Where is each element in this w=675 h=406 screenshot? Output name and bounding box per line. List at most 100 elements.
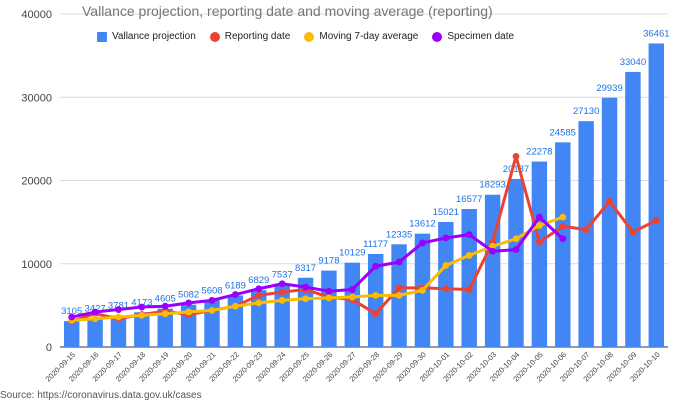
y-tick-label: 30000 (21, 92, 52, 104)
series-point (161, 302, 169, 310)
series-point (629, 228, 637, 236)
series-point (161, 310, 169, 318)
y-tick-label: 10000 (21, 259, 52, 271)
bar-data-label: 16577 (456, 194, 482, 205)
bar-data-label: 13612 (409, 219, 435, 230)
legend-item: Vallance projection (97, 31, 196, 42)
series-point (278, 288, 286, 296)
bar (344, 262, 361, 347)
series-point (372, 291, 380, 299)
series-point (559, 213, 567, 221)
series-point (278, 280, 286, 288)
bar (367, 253, 384, 347)
series-point (395, 284, 403, 292)
bar (555, 142, 571, 347)
bar-data-label: 9178 (318, 256, 339, 267)
series-point (535, 238, 543, 246)
series-point (582, 226, 590, 234)
bar-data-label: 36461 (643, 28, 669, 39)
bar-data-label: 11177 (363, 239, 388, 250)
series-line (70, 215, 565, 319)
series-point (255, 299, 263, 307)
bar-data-label: 3105 (61, 306, 82, 317)
series-point (302, 295, 309, 303)
legend-item: Specimen date (432, 31, 514, 42)
line-series (68, 152, 660, 325)
series-point (302, 283, 309, 291)
x-axis: 2020-09-152020-09-162020-09-172020-09-18… (44, 350, 662, 383)
bar (461, 208, 477, 347)
bar (110, 315, 127, 347)
bar-data-label: 10129 (339, 248, 365, 259)
legend-item: Moving 7-day average (304, 31, 418, 42)
bar-data-labels: 3105342737814173460550825608618968297537… (61, 28, 669, 317)
bar-data-label: 5082 (178, 290, 199, 301)
bar-data-label: 33040 (620, 57, 646, 68)
legend-label: Reporting date (224, 31, 291, 42)
bar (438, 221, 454, 347)
series-point (138, 303, 146, 311)
bar-data-label: 29939 (596, 83, 622, 94)
series-point (395, 291, 403, 299)
series-point (138, 311, 146, 319)
series-point (535, 222, 543, 229)
series-point (465, 231, 473, 239)
bar (157, 308, 173, 347)
bar-data-label: 15021 (433, 207, 459, 218)
bar (508, 178, 524, 347)
bar-data-label: 8317 (295, 263, 316, 274)
series-point (512, 246, 520, 253)
bar (601, 97, 618, 347)
series-point (91, 315, 99, 323)
series-point (231, 291, 239, 298)
legend-label: Vallance projection (112, 31, 196, 42)
series-point (489, 242, 497, 250)
bar (648, 43, 665, 348)
legend-label: Specimen date (447, 31, 515, 42)
series-point (465, 252, 473, 259)
series-line (70, 215, 565, 322)
series-point (606, 197, 613, 205)
bar-data-label: 6189 (225, 280, 246, 291)
series-point (325, 294, 333, 302)
bar-data-label: 27130 (573, 106, 599, 117)
legend: Vallance projection Reporting date Moving … (97, 31, 528, 42)
bar-data-label: 7537 (272, 269, 293, 280)
series-point (559, 222, 567, 230)
bar (297, 277, 314, 347)
series-point (255, 291, 263, 299)
bar-data-label: 4173 (131, 297, 152, 308)
bar-data-label: 3781 (108, 301, 129, 312)
legend-item: Reporting date (209, 31, 291, 42)
bar (625, 71, 641, 347)
bar-data-label: 24585 (550, 127, 576, 138)
series-point (372, 262, 380, 270)
series-point (652, 217, 660, 224)
series-point (559, 235, 567, 243)
series-point (535, 213, 543, 221)
series-point (115, 313, 122, 321)
legend-swatch (209, 31, 220, 42)
series-point (208, 296, 216, 304)
series-point (372, 310, 380, 318)
series-point (208, 306, 216, 314)
series-point (442, 262, 450, 269)
series-point (325, 287, 333, 295)
bar-data-label: 12335 (386, 229, 412, 240)
series-point (185, 299, 193, 307)
bar (321, 270, 337, 347)
series-point (512, 152, 520, 160)
bar-data-label: 5608 (201, 285, 222, 296)
series-point (489, 247, 497, 255)
y-tick-label: 20000 (21, 176, 52, 188)
bar-data-label: 4605 (155, 294, 176, 305)
series-point (395, 258, 403, 266)
source-note: Source: https://coronavirus.data.gov.uk/… (0, 390, 202, 401)
series-point (255, 285, 263, 293)
legend-swatch (432, 31, 443, 42)
series-point (348, 293, 356, 301)
series-line (70, 154, 658, 323)
series-point (115, 306, 122, 313)
series-point (465, 286, 473, 293)
bar-series (63, 43, 665, 348)
